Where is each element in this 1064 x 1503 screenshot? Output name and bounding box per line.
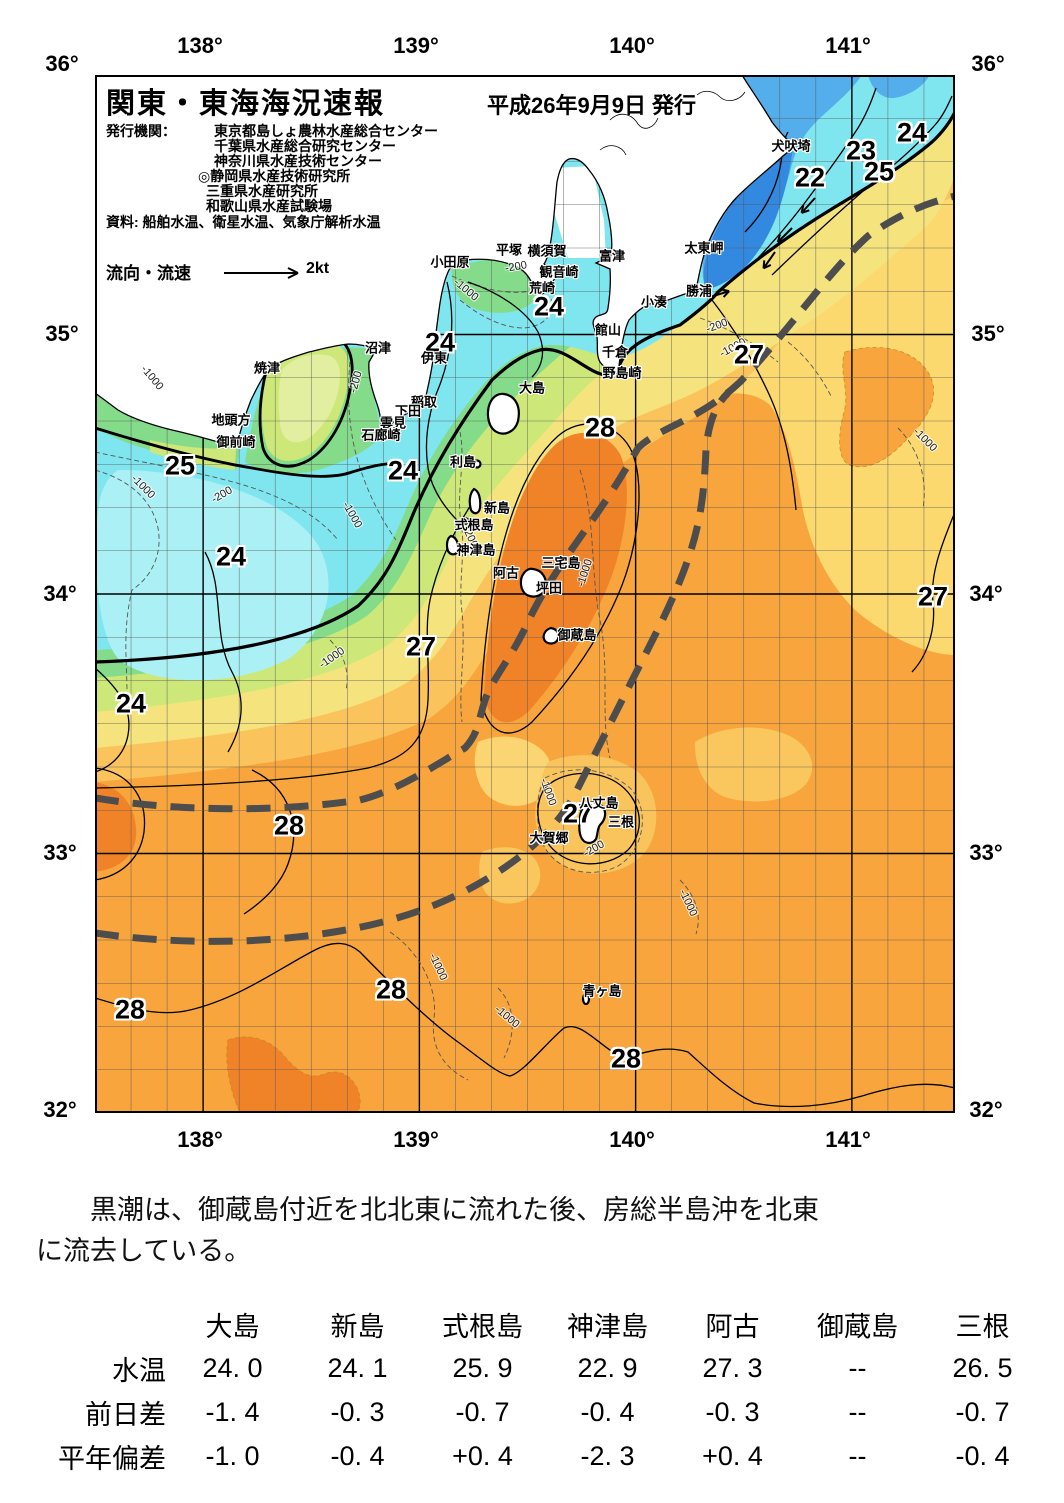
caption-line-2: に流去している。 <box>36 1236 252 1266</box>
caption-line-1: 黒潮は、御蔵島付近を北北東に流れた後、房総半島沖を北東 <box>36 1195 819 1225</box>
issuer-item: 和歌山県水産試験場 <box>206 198 332 214</box>
sea-temperature-map <box>95 75 955 1113</box>
row-label-zenjitsusa: 前日差 <box>85 1399 166 1430</box>
cell: 22. 9 <box>577 1352 638 1383</box>
lat-label: 35° <box>45 321 79 346</box>
table-col-header: 三根 <box>955 1311 1010 1342</box>
cell: 24. 1 <box>327 1352 388 1383</box>
lat-label: 34° <box>43 581 77 606</box>
cell: +0. 4 <box>702 1440 763 1471</box>
lat-label: 34° <box>969 581 1003 606</box>
lat-label: 36° <box>45 51 79 76</box>
issuer-item: 千葉県水産総合研究センター <box>214 138 396 154</box>
lat-label: 32° <box>969 1097 1003 1122</box>
lon-label: 140° <box>609 1127 655 1152</box>
table-col-header: 大島 <box>205 1311 260 1342</box>
issuer-label: 発行機関： <box>106 123 176 139</box>
cell: 24. 0 <box>202 1352 263 1383</box>
cell: 27. 3 <box>702 1352 763 1383</box>
table-col-header: 式根島 <box>442 1311 523 1342</box>
lon-label: 139° <box>393 1127 439 1152</box>
cell: +0. 4 <box>452 1440 513 1471</box>
lat-label: 33° <box>43 840 77 865</box>
current-arrows <box>546 197 816 312</box>
lat-label: 32° <box>43 1097 77 1122</box>
cell: -0. 4 <box>580 1396 635 1427</box>
lon-label: 141° <box>825 33 871 58</box>
cell: -1. 0 <box>205 1440 260 1471</box>
lat-label: 33° <box>969 840 1003 865</box>
cell: -- <box>848 1440 867 1471</box>
legend-speed: 2kt <box>306 260 330 277</box>
lat-label: 36° <box>971 51 1005 76</box>
lon-label: 138° <box>177 1127 223 1152</box>
cell: 25. 9 <box>452 1352 513 1383</box>
lon-label: 138° <box>177 33 223 58</box>
cell: -- <box>848 1396 867 1427</box>
table-col-header: 神津島 <box>567 1311 648 1342</box>
issuer-item: 三重県水産研究所 <box>206 183 318 199</box>
cell: -0. 4 <box>955 1440 1010 1471</box>
cell: -0. 3 <box>330 1396 385 1427</box>
lon-label: 140° <box>609 33 655 58</box>
lon-label: 139° <box>393 33 439 58</box>
cell: -0. 7 <box>455 1396 510 1427</box>
page-title: 関東・東海海況速報 <box>106 88 386 120</box>
row-label-suion: 水温 <box>112 1355 166 1386</box>
issuer-item: ◎静岡県水産技術研究所 <box>198 168 351 184</box>
row-label-heinenhensa: 平年偏差 <box>58 1443 166 1474</box>
cell: -0. 3 <box>705 1396 760 1427</box>
source-note: 資料: 船舶水温、衛星水温、気象庁解析水温 <box>106 214 381 230</box>
kuroshio-current-line <box>95 192 955 945</box>
cell: 26. 5 <box>952 1352 1013 1383</box>
table-col-header: 新島 <box>330 1311 385 1342</box>
issue-date: 平成26年9月9日 発行 <box>487 93 697 118</box>
cell: -1. 4 <box>205 1396 260 1427</box>
cell: -- <box>848 1352 867 1383</box>
table-col-header: 阿古 <box>705 1311 760 1342</box>
issuer-item: 東京都島しょ農林水産総合センター <box>214 123 438 139</box>
legend-arrow-icon <box>222 265 312 281</box>
issuer-item: 神奈川県水産技術センター <box>214 153 382 169</box>
lat-label: 35° <box>971 321 1005 346</box>
kuroshio-caption: 黒潮は、御蔵島付近を北北東に流れた後、房総半島沖を北東 に流去している。 <box>36 1190 1036 1272</box>
cell: -0. 7 <box>955 1396 1010 1427</box>
izu-islands <box>445 392 607 1006</box>
lon-label: 141° <box>825 1127 871 1152</box>
map-container <box>95 75 955 1113</box>
cell: -0. 4 <box>330 1440 385 1471</box>
land-coastline <box>95 75 795 1006</box>
map-frame <box>95 75 955 1113</box>
table-col-header: 御蔵島 <box>817 1311 898 1342</box>
legend-label: 流向・流速 <box>106 264 191 283</box>
cell: -2. 3 <box>580 1440 635 1471</box>
island-sst-table: 大島 新島 式根島 神津島 阿古 御蔵島 三根 水温 24. 0 24. 1 25. 9 2… <box>0 1302 1045 1478</box>
